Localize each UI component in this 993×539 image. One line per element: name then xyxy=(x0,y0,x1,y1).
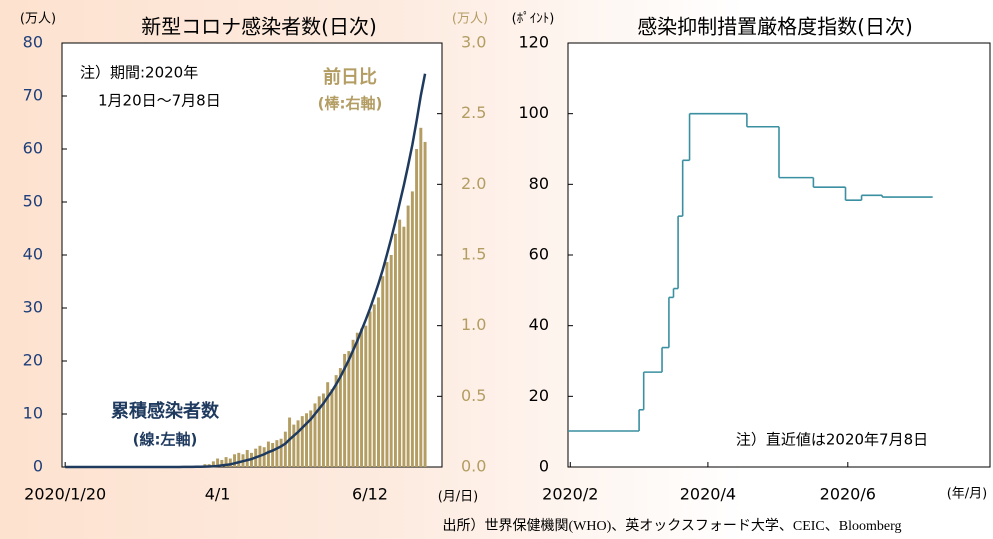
bar xyxy=(296,420,300,467)
bar xyxy=(211,461,215,467)
bar xyxy=(415,149,419,467)
y-tick-label: 60 xyxy=(529,245,549,264)
bar xyxy=(283,431,287,467)
bar xyxy=(330,389,334,467)
y-tick-label: 80 xyxy=(529,174,549,193)
annotation: 1月20日～7月8日 xyxy=(98,92,221,110)
x-tick-label: 4/1 xyxy=(205,485,231,504)
bar xyxy=(309,410,313,467)
bar xyxy=(406,205,410,468)
y-tick-label: 0 xyxy=(539,457,549,476)
bar xyxy=(338,368,342,467)
bar xyxy=(402,226,406,467)
bar xyxy=(334,375,338,467)
bar xyxy=(237,452,241,467)
source-note: 出所）世界保健機関(WHO)、英オックスフォード大学、CEIC、Bloomber… xyxy=(443,517,902,534)
bar xyxy=(398,219,402,467)
bar xyxy=(224,457,228,467)
x-tick-label: 6/12 xyxy=(352,485,388,504)
y2-unit: (万人) xyxy=(452,12,488,27)
bar xyxy=(288,417,292,467)
bar xyxy=(419,127,423,468)
annotation: (棒:右軸) xyxy=(318,95,383,113)
y-tick-label: 50 xyxy=(23,192,43,211)
y-tick-label: 10 xyxy=(23,404,43,423)
y2-tick-label: 2.5 xyxy=(461,103,486,122)
bar xyxy=(228,458,232,467)
y-tick-label: 80 xyxy=(23,33,43,52)
bar xyxy=(326,382,330,467)
bar xyxy=(275,440,279,467)
bar xyxy=(313,403,317,467)
bar xyxy=(300,416,304,467)
bar xyxy=(368,311,372,467)
y-tick-label: 70 xyxy=(23,86,43,105)
bar xyxy=(355,332,359,467)
x-unit: (月/日) xyxy=(438,490,479,505)
bar xyxy=(385,262,389,467)
bar xyxy=(317,396,321,467)
bar xyxy=(343,353,347,467)
bar xyxy=(266,441,270,467)
bar xyxy=(423,141,427,467)
x-unit: (年/月) xyxy=(947,487,988,502)
y2-tick-label: 0.0 xyxy=(461,457,486,476)
y-tick-label: 20 xyxy=(529,386,549,405)
bar xyxy=(393,233,397,467)
y2-tick-label: 1.5 xyxy=(461,245,486,264)
bar xyxy=(360,328,364,467)
chart-title: 新型コロナ感染者数(日次) xyxy=(141,15,377,39)
bar xyxy=(271,442,275,467)
bar xyxy=(389,255,393,467)
bar xyxy=(377,297,380,467)
plot-area xyxy=(567,42,991,468)
y-tick-label: 120 xyxy=(518,33,549,52)
chart-title: 感染抑制措置厳格度指数(日次) xyxy=(637,15,913,39)
bar xyxy=(347,351,351,467)
bar xyxy=(351,339,355,467)
bar xyxy=(410,191,414,467)
y-tick-label: 20 xyxy=(23,351,43,370)
bar xyxy=(381,276,385,467)
series-label: 累積感染者数 xyxy=(111,400,220,422)
bar xyxy=(292,424,296,467)
bar xyxy=(233,454,237,467)
y-tick-label: 0 xyxy=(33,457,43,476)
series-label: 前日比 xyxy=(323,66,377,88)
annotation: 注）直近値は2020年7月8日 xyxy=(736,431,928,449)
bar xyxy=(372,304,376,467)
y-tick-label: 30 xyxy=(23,298,43,317)
x-tick-label: 2020/2 xyxy=(542,485,598,504)
bar xyxy=(321,393,325,467)
bar xyxy=(262,447,266,467)
bar xyxy=(279,438,283,467)
annotation: 注）期間:2020年 xyxy=(80,64,198,82)
x-tick-label: 2020/1/20 xyxy=(24,485,106,504)
x-tick-label: 2020/4 xyxy=(680,485,736,504)
y-tick-label: 60 xyxy=(23,139,43,158)
bar xyxy=(245,450,249,467)
y-tick-label: 40 xyxy=(23,245,43,264)
bar xyxy=(216,458,220,467)
annotation: (線:左軸) xyxy=(133,431,198,449)
y2-tick-label: 0.5 xyxy=(461,386,486,405)
bar xyxy=(364,325,368,467)
y-unit: (ﾎﾟｲﾝﾄ) xyxy=(512,12,555,27)
y-unit: (万人) xyxy=(20,12,56,27)
line xyxy=(65,73,427,469)
y-tick-label: 100 xyxy=(518,103,549,122)
y2-tick-label: 2.0 xyxy=(461,174,486,193)
x-tick-label: 2020/6 xyxy=(820,485,876,504)
y-tick-label: 40 xyxy=(529,315,549,334)
bar xyxy=(220,459,224,467)
y2-tick-label: 3.0 xyxy=(461,33,486,52)
bar xyxy=(305,413,308,467)
y2-tick-label: 1.0 xyxy=(461,315,486,334)
